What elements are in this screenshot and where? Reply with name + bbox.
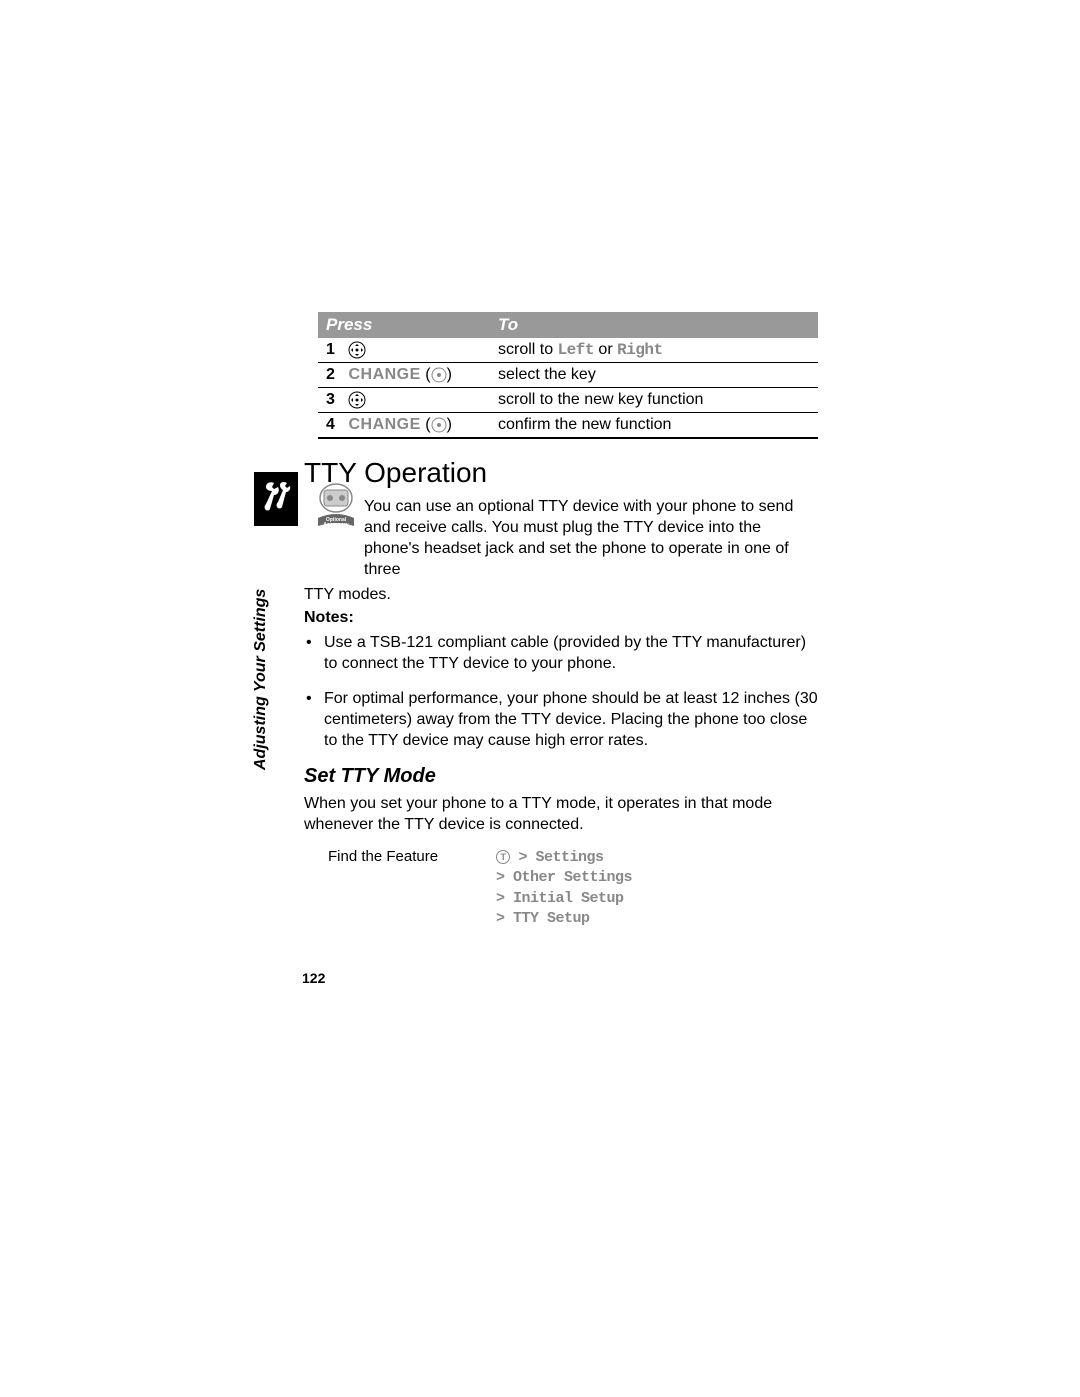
- mono-label: Left: [558, 341, 594, 359]
- table-header-to: To: [490, 312, 818, 338]
- intro-paragraph: You can use an optional TTY device with …: [364, 497, 820, 580]
- center-dot-icon: [431, 367, 447, 383]
- table-header-press: Press: [318, 312, 490, 338]
- steps-table: Press To 1 scroll to Left or Right 2: [318, 312, 818, 439]
- find-feature-label: Find the Feature: [328, 848, 496, 929]
- menu-path-line: > TTY Setup: [496, 910, 590, 927]
- menu-path-line: > Settings: [510, 849, 604, 866]
- subsection-heading: Set TTY Mode: [304, 765, 820, 788]
- paren-close: ): [447, 416, 452, 433]
- paren-close: ): [447, 366, 452, 383]
- cell-text: confirm the new function: [490, 413, 818, 439]
- center-dot-icon: [431, 417, 447, 433]
- change-label: CHANGE: [348, 366, 420, 383]
- find-feature-row: Find the Feature T > Settings > Other Se…: [328, 848, 820, 929]
- notes-label: Notes:: [304, 609, 820, 627]
- note-item: For optimal performance, your phone shou…: [304, 689, 820, 751]
- step-number: 3: [326, 391, 344, 409]
- nav-4way-icon: [348, 391, 366, 409]
- step-number: 4: [326, 416, 344, 434]
- section-heading: TTY Operation: [304, 457, 820, 489]
- mono-label: Right: [617, 341, 663, 359]
- notes-list: Use a TSB-121 compliant cable (provided …: [304, 633, 820, 751]
- cell-text: or: [594, 341, 617, 358]
- menu-path-line: > Other Settings: [496, 869, 632, 886]
- menu-key-icon: T: [496, 850, 510, 864]
- menu-path-line: > Initial Setup: [496, 890, 624, 907]
- page-number: 122: [302, 970, 325, 986]
- page-content: Press To 1 scroll to Left or Right 2: [264, 312, 820, 929]
- nav-4way-icon: [348, 341, 366, 359]
- table-row: 2 CHANGE () select the key: [318, 363, 818, 388]
- step-number: 2: [326, 366, 344, 384]
- table-row: 4 CHANGE () confirm the new function: [318, 413, 818, 439]
- cell-text: scroll to the new key function: [490, 388, 818, 413]
- subsection-body: When you set your phone to a TTY mode, i…: [304, 794, 820, 836]
- change-label: CHANGE: [348, 416, 420, 433]
- cell-text: scroll to: [498, 341, 558, 358]
- cell-text: select the key: [490, 363, 818, 388]
- note-item: Use a TSB-121 compliant cable (provided …: [304, 633, 820, 675]
- table-row: 3 scroll to the new key function: [318, 388, 818, 413]
- tty-modes-line: TTY modes.: [304, 585, 820, 606]
- menu-path: T > Settings > Other Settings > Initial …: [496, 848, 632, 929]
- step-number: 1: [326, 341, 344, 359]
- table-row: 1 scroll to Left or Right: [318, 338, 818, 363]
